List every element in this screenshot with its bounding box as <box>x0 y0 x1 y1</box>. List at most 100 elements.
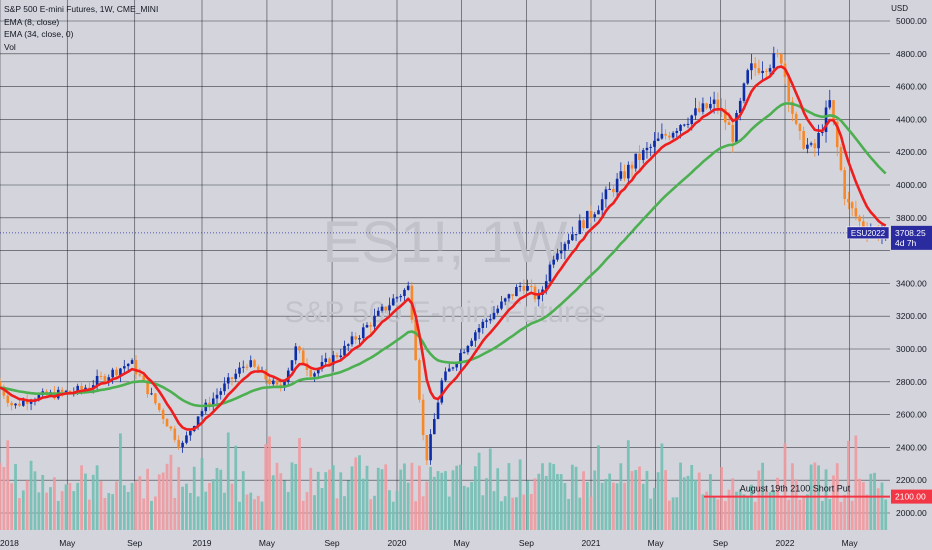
candle-body <box>668 135 671 138</box>
candle-body <box>253 360 256 367</box>
candle-body <box>824 107 828 133</box>
legend-ema-slow[interactable]: EMA (34, close, 0) <box>4 29 74 39</box>
volume-bar <box>444 471 447 530</box>
volume-bar <box>264 444 268 530</box>
price-tick-label: 2600.00 <box>896 410 927 420</box>
time-tick-label: Sep <box>519 538 534 548</box>
candle-body <box>850 202 854 209</box>
volume-bar <box>514 497 518 530</box>
volume-bars <box>0 432 888 530</box>
volume-bar <box>473 466 477 530</box>
volume-bar <box>6 440 10 530</box>
candle-body <box>154 393 157 404</box>
volume-bar <box>25 480 29 530</box>
candle-body <box>241 366 245 368</box>
candle-body <box>91 385 95 388</box>
volume-bar <box>177 467 181 530</box>
volume-bar <box>95 465 99 530</box>
candle-body <box>615 178 619 193</box>
candle-body <box>103 376 107 382</box>
candle-body <box>660 133 664 139</box>
candle-body <box>641 150 645 161</box>
volume-bar <box>60 491 64 530</box>
volume-bar <box>574 466 578 530</box>
candle-body <box>211 398 215 407</box>
volume-bar <box>219 469 223 530</box>
candle-body <box>537 294 541 300</box>
chart-legend: S&P 500 E-mini Futures, 1W, CME_MINI EMA… <box>4 3 158 53</box>
candle-body <box>433 418 436 435</box>
candle-body <box>373 315 376 327</box>
volume-bar <box>72 491 76 530</box>
time-tick-label: 2022 <box>776 538 795 548</box>
volume-bar <box>720 467 723 530</box>
volume-bar <box>185 483 188 530</box>
volume-bar <box>406 482 410 530</box>
price-tick-label: 4600.00 <box>896 82 927 92</box>
candle-body <box>507 294 511 299</box>
volume-bar <box>854 435 858 530</box>
candle-body <box>313 373 316 377</box>
volume-bar <box>45 492 49 530</box>
candle-body <box>671 132 675 138</box>
volume-bar <box>339 472 343 530</box>
price-tick-label: 2400.00 <box>896 442 927 452</box>
candle-body <box>395 297 399 299</box>
price-tick-label: 2200.00 <box>896 475 927 485</box>
volume-bar <box>708 474 712 530</box>
candle-body <box>817 132 820 149</box>
volume-bar <box>414 501 418 530</box>
volume-bar <box>290 462 294 530</box>
volume-bar <box>37 492 41 530</box>
volume-bar <box>563 483 567 530</box>
candles <box>0 46 888 466</box>
volume-bar <box>656 472 660 530</box>
volume-bar <box>690 464 694 530</box>
volume-bar <box>600 482 604 530</box>
volume-bar <box>14 463 17 530</box>
volume-bar <box>880 482 884 530</box>
volume-bar <box>701 494 705 530</box>
currency-label: USD <box>891 4 908 13</box>
volume-bar <box>638 466 641 530</box>
candle-body <box>638 153 641 161</box>
volume-bar <box>0 463 2 530</box>
volume-bar <box>500 501 503 530</box>
volume-bar <box>200 458 204 530</box>
candle-body <box>60 389 64 392</box>
candle-body <box>649 146 652 148</box>
candle-body <box>571 234 574 241</box>
volume-bar <box>671 497 675 530</box>
volume-bar <box>234 445 238 530</box>
candle-body <box>556 253 559 260</box>
candle-body <box>835 121 839 148</box>
candle-body <box>500 301 503 309</box>
candle-body <box>470 340 473 346</box>
candle-body <box>515 286 518 297</box>
candle-body <box>600 199 604 211</box>
candle-body <box>750 63 753 71</box>
volume-bar <box>485 478 488 530</box>
candle-body <box>787 76 791 102</box>
volume-bar <box>275 462 279 530</box>
legend-volume[interactable]: Vol <box>4 41 16 52</box>
legend-title[interactable]: S&P 500 E-mini Futures, 1W, CME_MINI <box>4 4 159 14</box>
volume-bar <box>429 466 432 530</box>
candle-body <box>123 366 126 369</box>
volume-bar <box>496 468 500 530</box>
annotation-badge-bg <box>891 489 932 504</box>
volume-bar <box>537 473 541 530</box>
volume-bar <box>828 499 832 530</box>
legend-ema-fast[interactable]: EMA (8, close) <box>4 16 60 27</box>
candle-body <box>119 368 122 376</box>
symbol-badge-bg <box>846 226 890 240</box>
volume-bar <box>111 494 115 530</box>
candle-body <box>630 164 634 169</box>
volume-bar <box>68 482 72 530</box>
candle-body <box>436 402 440 419</box>
volume-bar <box>301 500 305 530</box>
volume-bar <box>507 463 511 530</box>
volume-bar <box>529 493 533 530</box>
volume-bar <box>738 489 742 530</box>
